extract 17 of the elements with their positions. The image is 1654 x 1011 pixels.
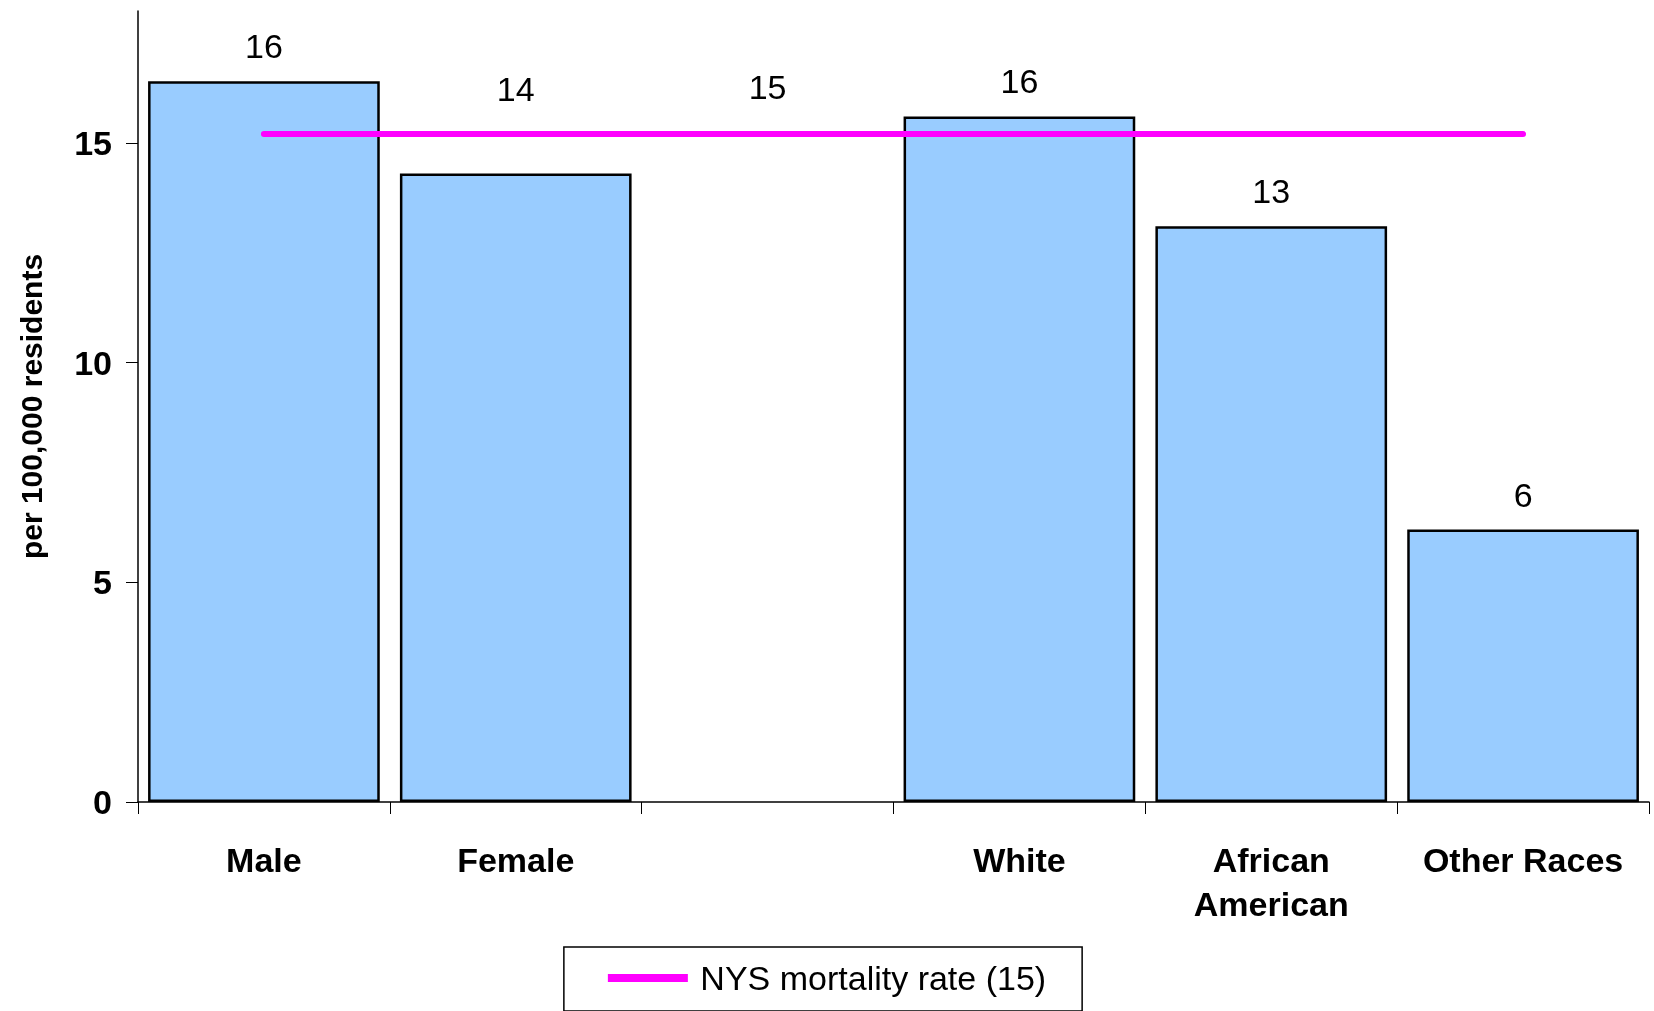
data-label: 16 bbox=[1000, 62, 1039, 101]
x-tick-label: Other Races bbox=[1422, 841, 1624, 879]
data-label: 13 bbox=[1252, 172, 1291, 211]
x-tick-label: African American bbox=[1193, 841, 1349, 923]
y-tick-label: 5 bbox=[93, 563, 112, 602]
y-tick-label: 0 bbox=[93, 783, 112, 821]
data-label: 16 bbox=[245, 27, 283, 66]
data-label: 6 bbox=[1513, 475, 1533, 514]
x-tick-label: White bbox=[973, 841, 1066, 879]
x-tick-label: Female bbox=[457, 841, 575, 879]
legend-label: NYS mortality rate (15) bbox=[700, 959, 1047, 997]
y-tick-label: 15 bbox=[74, 123, 112, 162]
data-label: 15 bbox=[748, 68, 787, 107]
y-tick-label: 10 bbox=[74, 343, 112, 382]
x-tick-label: Male bbox=[226, 841, 302, 879]
data-label: 14 bbox=[496, 70, 535, 109]
y-axis-title: per 100,000 residents bbox=[14, 253, 48, 560]
